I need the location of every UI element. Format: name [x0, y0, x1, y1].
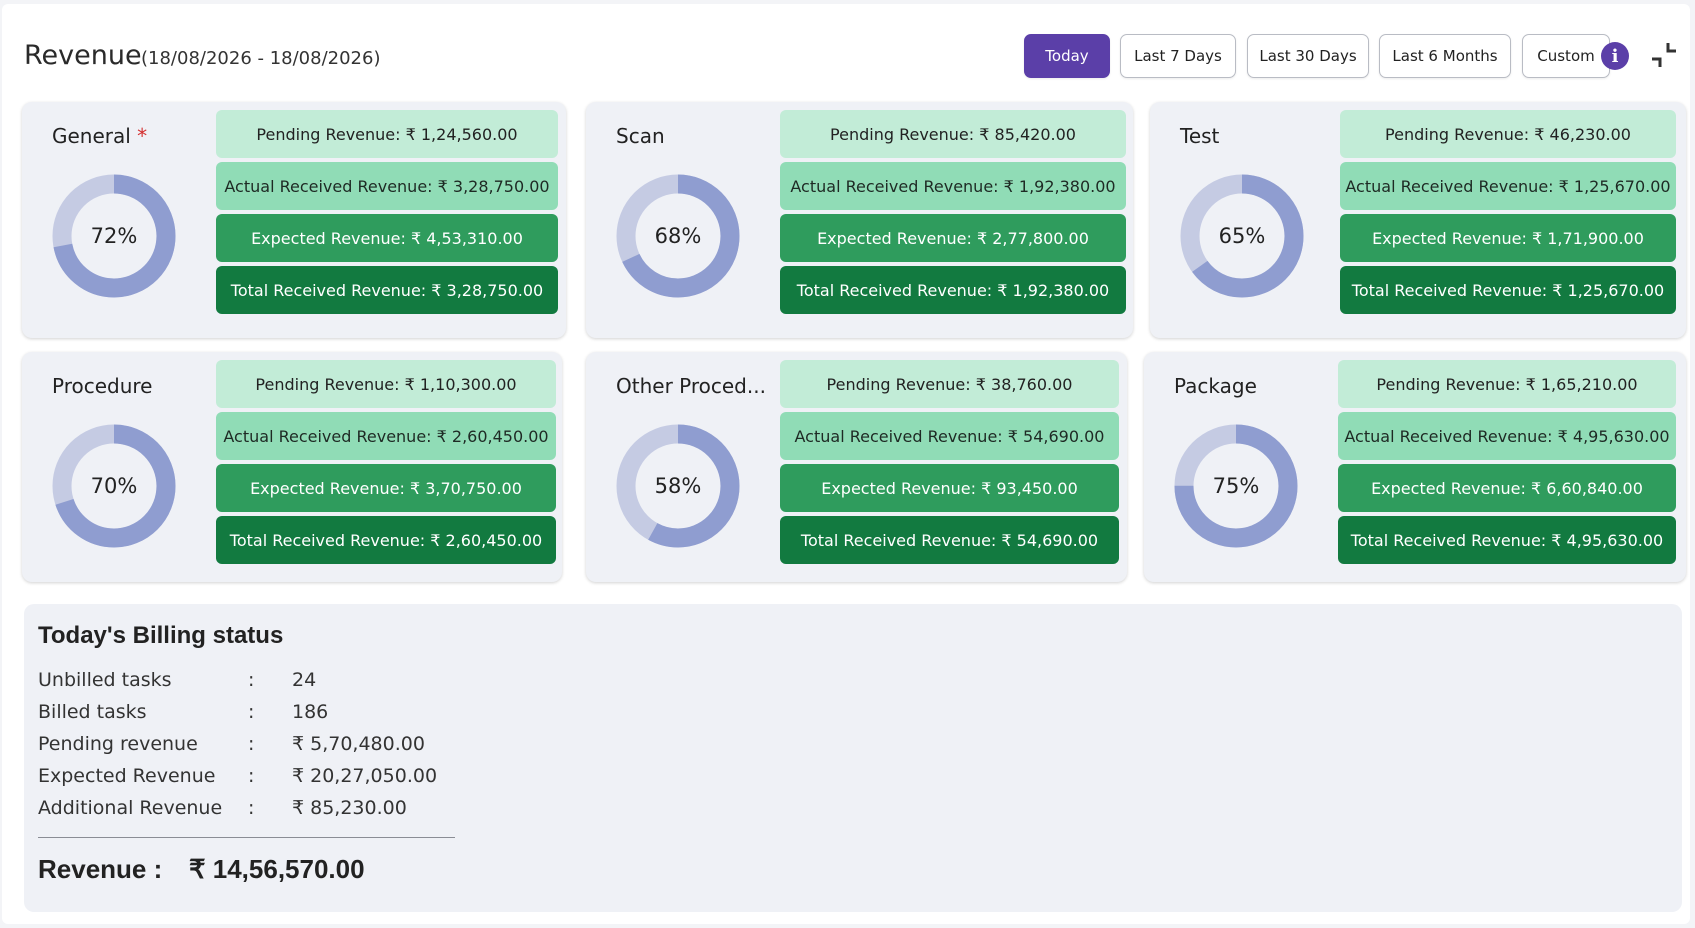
- billing-row-value: ₹ 85,230.00: [292, 797, 407, 819]
- billing-row-billed: Billed tasks : 186: [38, 701, 458, 729]
- card-title-text: Procedure: [52, 374, 153, 398]
- actual-revenue-pill: Actual Received Revenue: ₹ 3,28,750.00: [216, 162, 558, 210]
- progress-donut: 65%: [1180, 174, 1304, 298]
- revenue-header: Revenue (18/08/2026 - 18/08/2026) Today …: [24, 34, 1684, 80]
- donut-progress-arc: [616, 424, 740, 548]
- card-title-text: Package: [1174, 374, 1257, 398]
- billing-row-colon: :: [248, 701, 255, 723]
- pending-revenue-pill: Pending Revenue: ₹ 46,230.00: [1340, 110, 1676, 158]
- pending-revenue-pill: Pending Revenue: ₹ 38,760.00: [780, 360, 1119, 408]
- billing-row-label: Pending revenue: [38, 733, 198, 755]
- actual-revenue-pill: Actual Received Revenue: ₹ 1,92,380.00: [780, 162, 1126, 210]
- billing-row-unbilled: Unbilled tasks : 24: [38, 669, 458, 697]
- card-title: Procedure: [52, 374, 153, 398]
- donut-percent-label: 65%: [1218, 224, 1266, 248]
- total-revenue-pill: Total Received Revenue: ₹ 3,28,750.00: [216, 266, 558, 314]
- info-icon[interactable]: i: [1601, 42, 1629, 70]
- revenue-page: Revenue (18/08/2026 - 18/08/2026) Today …: [2, 4, 1690, 924]
- billing-row-label: Additional Revenue: [38, 797, 223, 819]
- total-revenue-pill: Total Received Revenue: ₹ 1,25,670.00: [1340, 266, 1676, 314]
- total-revenue-pill: Total Received Revenue: ₹ 54,690.00: [780, 516, 1119, 564]
- total-revenue-pill: Total Received Revenue: ₹ 2,60,450.00: [216, 516, 556, 564]
- donut-percent-label: 68%: [654, 224, 702, 248]
- billing-row-label: Unbilled tasks: [38, 669, 172, 691]
- range-last-6-months-button[interactable]: Last 6 Months: [1379, 34, 1511, 78]
- donut-progress-arc: [1180, 174, 1304, 298]
- progress-donut: 75%: [1174, 424, 1298, 548]
- progress-donut: 68%: [616, 174, 740, 298]
- donut-progress-arc: [52, 424, 176, 548]
- billing-row-label: Billed tasks: [38, 701, 147, 723]
- range-last-7-days-button[interactable]: Last 7 Days: [1120, 34, 1236, 78]
- expected-revenue-pill: Expected Revenue: ₹ 1,71,900.00: [1340, 214, 1676, 262]
- card-title: Test: [1180, 124, 1219, 148]
- billing-row-value: ₹ 5,70,480.00: [292, 733, 425, 755]
- date-range: (18/08/2026 - 18/08/2026): [141, 48, 381, 69]
- billing-row-colon: :: [248, 765, 255, 787]
- range-last-30-days-button[interactable]: Last 30 Days: [1247, 34, 1369, 78]
- pending-revenue-pill: Pending Revenue: ₹ 1,10,300.00: [216, 360, 556, 408]
- billing-total-label: Revenue :: [38, 854, 163, 884]
- revenue-card: General * 72% Pending Revenue: ₹ 1,24,560.…: [22, 102, 566, 338]
- total-revenue-pill: Total Received Revenue: ₹ 4,95,630.00: [1338, 516, 1676, 564]
- pending-revenue-pill: Pending Revenue: ₹ 1,65,210.00: [1338, 360, 1676, 408]
- revenue-card: Procedure 70% Pending Revenue: ₹ 1,10,300.…: [22, 352, 562, 582]
- pending-revenue-pill: Pending Revenue: ₹ 85,420.00: [780, 110, 1126, 158]
- card-title: Package: [1174, 374, 1257, 398]
- billing-row-additional: Additional Revenue : ₹ 85,230.00: [38, 797, 458, 825]
- donut-progress-arc: [616, 174, 740, 298]
- progress-donut: 72%: [52, 174, 176, 298]
- card-title: Scan: [616, 124, 665, 148]
- card-title-text: Scan: [616, 124, 665, 148]
- card-title-text: Other Proced...: [616, 374, 766, 398]
- donut-progress-arc: [52, 174, 176, 298]
- donut-progress-arc: [1174, 424, 1298, 548]
- expected-revenue-pill: Expected Revenue: ₹ 93,450.00: [780, 464, 1119, 512]
- donut-percent-label: 75%: [1212, 474, 1260, 498]
- page-title: Revenue: [24, 40, 142, 71]
- revenue-card: Other Proced... 58% Pending Revenue: ₹ 38,…: [586, 352, 1127, 582]
- card-title: General *: [52, 124, 147, 148]
- billing-row-colon: :: [248, 797, 255, 819]
- collapse-icon[interactable]: [1649, 40, 1679, 70]
- billing-divider: [38, 837, 455, 838]
- actual-revenue-pill: Actual Received Revenue: ₹ 2,60,450.00: [216, 412, 556, 460]
- expected-revenue-pill: Expected Revenue: ₹ 6,60,840.00: [1338, 464, 1676, 512]
- expected-revenue-pill: Expected Revenue: ₹ 3,70,750.00: [216, 464, 556, 512]
- revenue-card: Test 65% Pending Revenue: ₹ 46,230.00 Actua…: [1150, 102, 1686, 338]
- progress-donut: 58%: [616, 424, 740, 548]
- progress-donut: 70%: [52, 424, 176, 548]
- billing-row-expected: Expected Revenue : ₹ 20,27,050.00: [38, 765, 458, 793]
- card-title-text: Test: [1180, 124, 1220, 148]
- required-asterisk: *: [130, 124, 148, 148]
- total-revenue-pill: Total Received Revenue: ₹ 1,92,380.00: [780, 266, 1126, 314]
- revenue-card: Package 75% Pending Revenue: ₹ 1,65,210.00…: [1144, 352, 1686, 582]
- billing-row-colon: :: [248, 669, 255, 691]
- donut-percent-label: 72%: [90, 224, 138, 248]
- billing-row-pending: Pending revenue : ₹ 5,70,480.00: [38, 733, 458, 761]
- range-today-button[interactable]: Today: [1024, 34, 1110, 78]
- expected-revenue-pill: Expected Revenue: ₹ 4,53,310.00: [216, 214, 558, 262]
- actual-revenue-pill: Actual Received Revenue: ₹ 54,690.00: [780, 412, 1119, 460]
- donut-percent-label: 70%: [90, 474, 138, 498]
- expected-revenue-pill: Expected Revenue: ₹ 2,77,800.00: [780, 214, 1126, 262]
- billing-row-value: 24: [292, 669, 317, 691]
- billing-status-panel: Today's Billing status Unbilled tasks : …: [24, 604, 1682, 912]
- billing-row-colon: :: [248, 733, 255, 755]
- card-title: Other Proced...: [616, 374, 766, 398]
- billing-status-title: Today's Billing status: [38, 622, 284, 649]
- revenue-card: Scan 68% Pending Revenue: ₹ 85,420.00 Actua…: [586, 102, 1133, 338]
- billing-row-value: ₹ 20,27,050.00: [292, 765, 438, 787]
- actual-revenue-pill: Actual Received Revenue: ₹ 1,25,670.00: [1340, 162, 1676, 210]
- billing-row-label: Expected Revenue: [38, 765, 216, 787]
- billing-total-value: ₹ 14,56,570.00: [189, 854, 365, 884]
- donut-percent-label: 58%: [654, 474, 702, 498]
- range-custom-button[interactable]: Custom: [1522, 34, 1610, 78]
- pending-revenue-pill: Pending Revenue: ₹ 1,24,560.00: [216, 110, 558, 158]
- actual-revenue-pill: Actual Received Revenue: ₹ 4,95,630.00: [1338, 412, 1676, 460]
- billing-row-value: 186: [292, 701, 329, 723]
- card-title-text: General: [52, 124, 131, 148]
